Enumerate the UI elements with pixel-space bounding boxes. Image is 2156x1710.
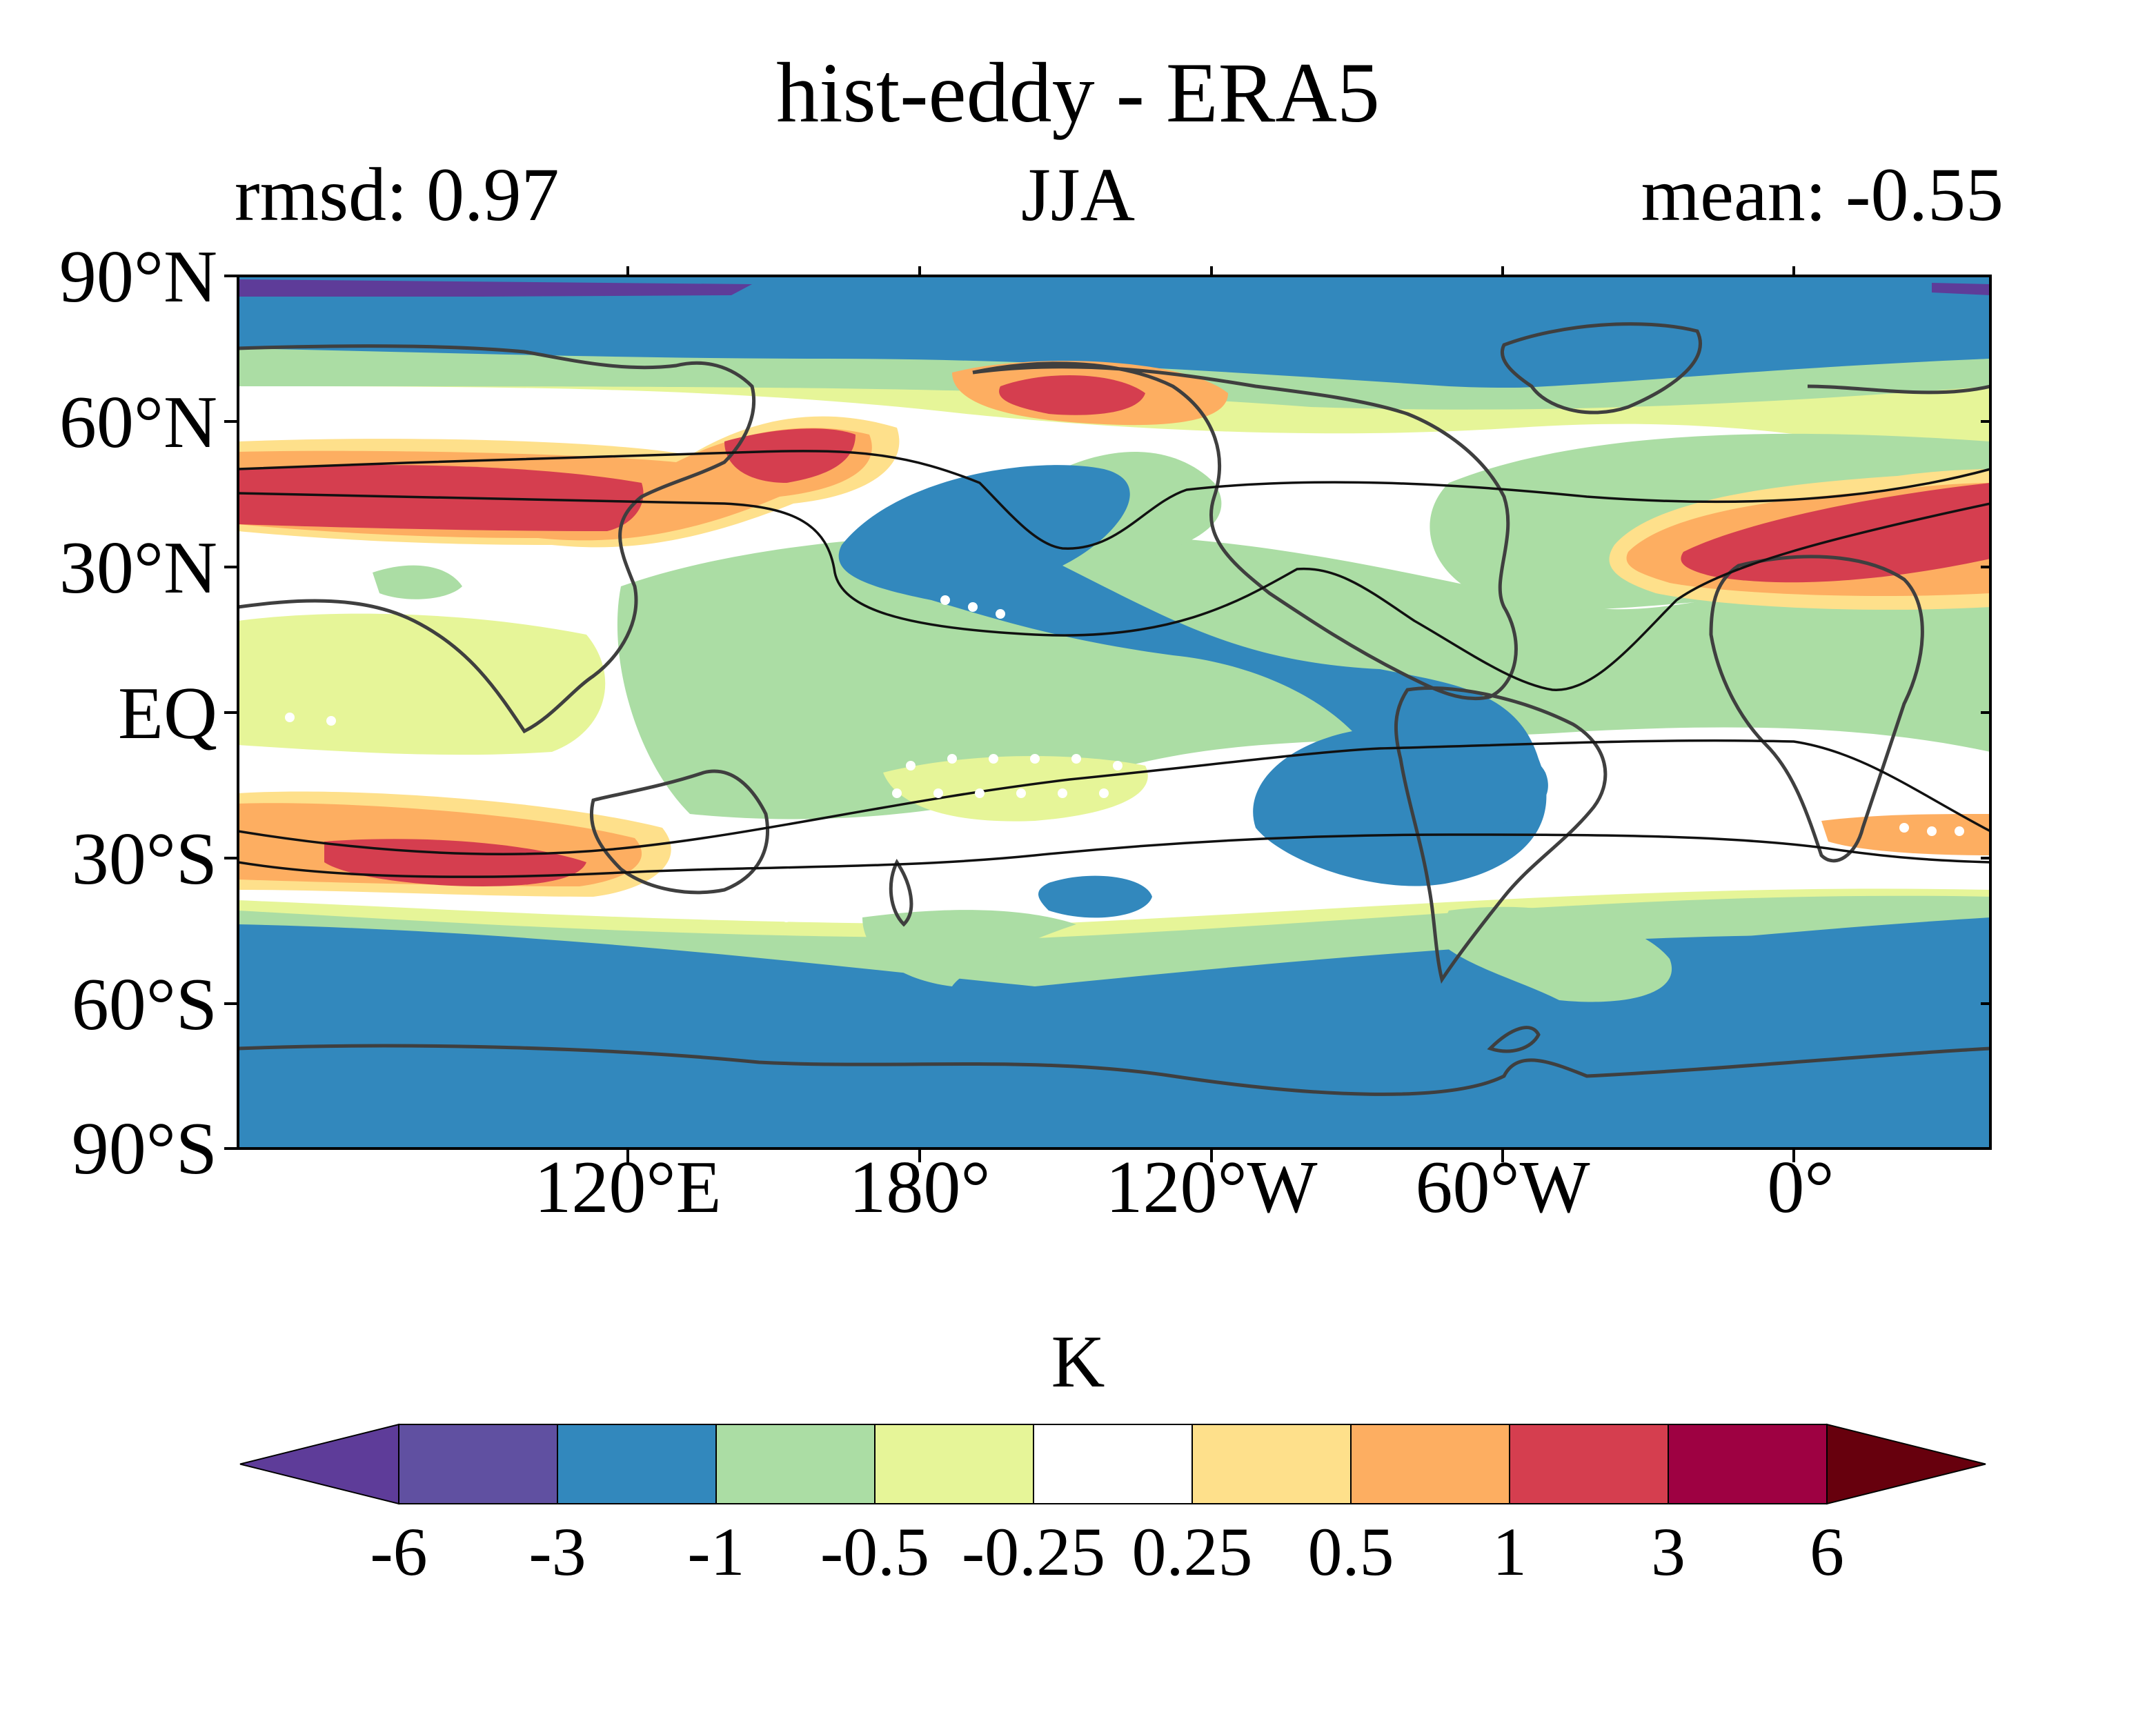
colorbar-label: 1 — [1492, 1513, 1527, 1590]
sh-jet-contour-south — [238, 833, 1990, 878]
lat-label-60s: 60°S — [71, 964, 217, 1046]
colorbar-swatch — [1191, 1424, 1352, 1504]
rmsd-label: rmsd: 0.97 — [235, 152, 560, 237]
colorbar-label: 0.25 — [1131, 1513, 1253, 1590]
colorbar-swatch — [398, 1424, 558, 1504]
new-zealand-coastline — [889, 859, 913, 927]
axis-ticks — [224, 266, 1990, 1162]
india-lightyellow-region — [238, 613, 606, 755]
colorbar-swatch — [874, 1424, 1034, 1504]
colorbar-extend-high — [1826, 1423, 1986, 1505]
lon-label-120e: 120°E — [534, 1146, 722, 1229]
lon-label-180: 180° — [849, 1146, 991, 1229]
nh-jet-contour-north — [238, 450, 1990, 550]
colorbar-label: -0.25 — [961, 1513, 1106, 1590]
sh-jet-contour-north — [238, 739, 1990, 855]
europe-jet-red — [1681, 483, 1990, 583]
arctic-blue-band — [238, 297, 1990, 390]
colorbar-label: -6 — [370, 1513, 428, 1590]
lat-label-30s: 30°S — [71, 818, 217, 900]
colorbar-label: 6 — [1810, 1513, 1844, 1590]
colorbar — [239, 1423, 1986, 1505]
spcz-lightyellow-region — [883, 756, 1148, 822]
south-america-coastline — [1394, 686, 1608, 984]
lat-label-60n: 60°N — [59, 381, 217, 464]
colorbar-label: -0.5 — [820, 1513, 930, 1590]
japan-red-region — [724, 428, 856, 483]
swpac-green-region — [862, 910, 1076, 986]
map-field — [238, 276, 1990, 1149]
colorbar-units: K — [1051, 1321, 1105, 1403]
colorbar-label: 3 — [1651, 1513, 1685, 1590]
australia-coastline — [589, 769, 769, 895]
colorbar-swatch — [1033, 1424, 1193, 1504]
colorbar-label: -1 — [687, 1513, 745, 1590]
lat-label-30n: 30°N — [59, 527, 217, 609]
lon-label-120w: 120°W — [1105, 1146, 1318, 1229]
lat-label-90s: 90°S — [71, 1108, 217, 1190]
coastlines — [238, 322, 1990, 1096]
antarctic-peninsula-coastline — [1487, 1026, 1541, 1053]
lon-label-60w: 60°W — [1415, 1146, 1590, 1229]
season-label: JJA — [1020, 152, 1136, 237]
significance-stipple — [271, 399, 1964, 922]
europe-coastline — [1807, 384, 1990, 395]
africa-coastline — [1709, 555, 1924, 863]
colorbar-swatch — [1350, 1424, 1510, 1504]
colorbar-extend-low — [239, 1423, 399, 1505]
colorbar-label: 0.5 — [1307, 1513, 1394, 1590]
eurasia-coastline — [238, 344, 756, 734]
greenland-coastline — [1500, 322, 1702, 415]
lat-label-eq: EQ — [118, 673, 217, 755]
pacific-blue-region — [838, 465, 1547, 886]
colorbar-swatch — [1509, 1424, 1669, 1504]
bering-red-region — [999, 375, 1145, 415]
arctic-purple-region-east — [1932, 283, 1990, 295]
spac-blue-region — [1038, 875, 1152, 918]
lon-label-0: 0° — [1767, 1146, 1834, 1229]
plot-title: hist-eddy - ERA5 — [776, 46, 1380, 140]
colorbar-swatch — [715, 1424, 876, 1504]
arabian-green-patch — [373, 565, 462, 599]
mean-label: mean: -0.55 — [1641, 152, 2004, 237]
arctic-purple-region — [238, 279, 752, 298]
jet-contours — [238, 450, 1990, 878]
lat-label-90n: 90°N — [59, 236, 217, 318]
patagonia-green-region — [1435, 906, 1672, 1002]
antarctica-coastline — [238, 1044, 1990, 1096]
colorbar-label: -3 — [528, 1513, 586, 1590]
colorbar-swatch — [557, 1424, 717, 1504]
colorbar-swatch — [1668, 1424, 1828, 1504]
brazil-blue-region — [1407, 749, 1548, 828]
nh-jet-contour-south — [238, 492, 1990, 691]
